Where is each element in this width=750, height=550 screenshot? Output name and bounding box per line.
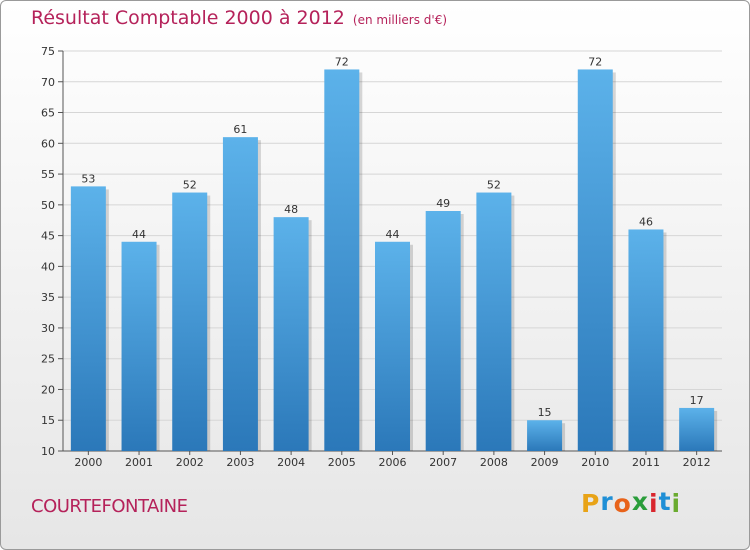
value-label: 52 (183, 179, 197, 192)
y-tick-label: 10 (41, 445, 55, 458)
bar-2005 (324, 69, 360, 451)
bar-2001 (121, 241, 157, 451)
x-tick-label: 2004 (277, 456, 305, 469)
bar-2010 (577, 69, 613, 451)
bar-2007 (425, 211, 461, 451)
bar-2000 (70, 186, 106, 451)
value-label: 44 (386, 228, 400, 241)
value-label: 15 (538, 406, 552, 419)
labels: 53 2000 44 2001 52 2002 61 2003 48 2004 72 2005 44 20… (74, 55, 710, 469)
y-tick-label: 75 (41, 45, 55, 58)
bar-2006 (375, 241, 410, 451)
x-tick-label: 2012 (683, 456, 711, 469)
y-tick-label: 45 (41, 230, 55, 243)
y-tick-label: 35 (41, 291, 55, 304)
bars (70, 69, 718, 452)
y-tick-label: 65 (41, 107, 55, 120)
x-tick-label: 2005 (328, 456, 356, 469)
logo-letter: r (600, 487, 614, 516)
value-label: 48 (284, 203, 298, 216)
x-tick-label: 2007 (429, 456, 457, 469)
value-label: 72 (335, 55, 349, 68)
x-tick-label: 2008 (480, 456, 508, 469)
y-tick-label: 70 (41, 76, 55, 89)
x-tick-label: 2000 (74, 456, 102, 469)
value-label: 52 (487, 179, 501, 192)
logo-letter: t (658, 487, 672, 516)
chart-title: Résultat Comptable 2000 à 2012 (en millie… (31, 7, 447, 29)
logo-letter: i (649, 489, 659, 518)
proxiti-logo[interactable]: Proxiti (581, 487, 682, 518)
value-label: 46 (639, 215, 653, 228)
value-label: 61 (233, 123, 247, 136)
value-label: 17 (690, 394, 704, 407)
y-tick-label: 25 (41, 353, 55, 366)
title-unit: (en milliers d'€) (352, 13, 448, 27)
bar-2003 (222, 137, 258, 451)
bar-2011 (628, 229, 664, 451)
y-tick-label: 60 (41, 137, 55, 150)
bar-2004 (273, 217, 309, 451)
value-label: 49 (436, 197, 450, 210)
bar-2008 (476, 192, 512, 452)
x-tick-label: 2003 (226, 456, 254, 469)
y-tick-label: 15 (41, 414, 55, 427)
logo-letter: i (671, 489, 682, 518)
title-text: Résultat Comptable 2000 à 2012 (31, 7, 345, 29)
bar-2009 (527, 420, 563, 451)
logo-letter: x (631, 487, 649, 516)
bar-2002 (172, 192, 208, 452)
x-tick-label: 2010 (581, 456, 609, 469)
x-tick-label: 2001 (125, 456, 153, 469)
value-label: 72 (588, 55, 602, 68)
logo-letter: P (581, 489, 601, 518)
x-tick-label: 2009 (531, 456, 559, 469)
bar-2012 (679, 407, 715, 451)
commune-name: COURTEFONTAINE (31, 496, 188, 517)
y-tick-label: 40 (41, 260, 55, 273)
y-tick-label: 30 (41, 322, 55, 335)
value-label: 44 (132, 228, 146, 241)
value-label: 53 (81, 172, 95, 185)
x-tick-label: 2006 (379, 456, 407, 469)
y-tick-label: 20 (41, 383, 55, 396)
x-tick-label: 2002 (176, 456, 204, 469)
y-tick-label: 55 (41, 168, 55, 181)
logo-letter: o (613, 489, 632, 518)
x-tick-label: 2011 (632, 456, 660, 469)
y-tick-label: 50 (41, 199, 55, 212)
